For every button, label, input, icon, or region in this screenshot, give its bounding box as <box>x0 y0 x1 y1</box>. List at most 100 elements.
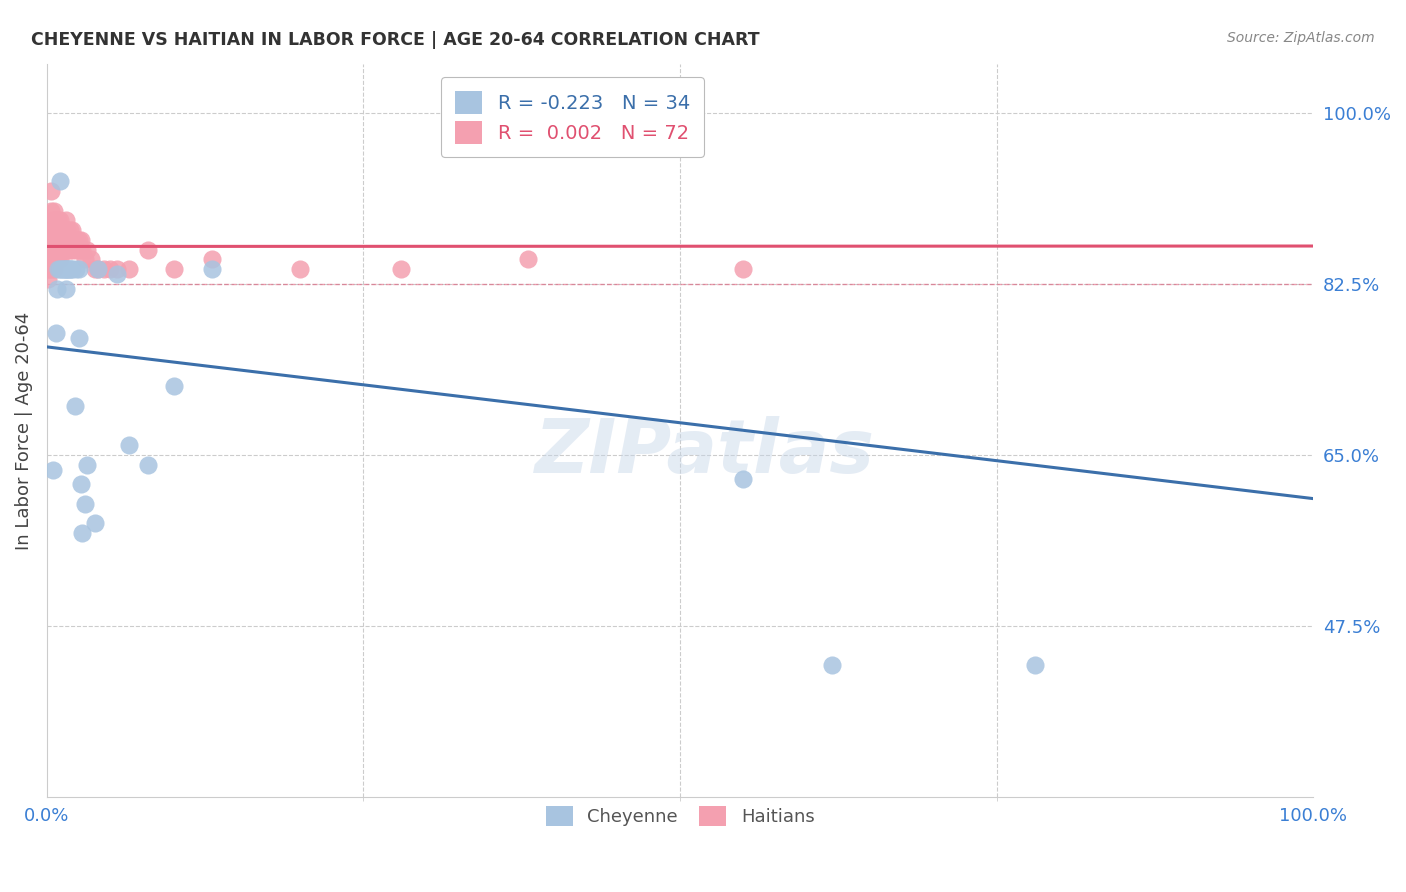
Point <box>46 252 69 267</box>
Point <box>136 458 159 472</box>
Point <box>56 262 79 277</box>
Point <box>60 243 83 257</box>
Point <box>76 243 98 257</box>
Point <box>288 262 311 277</box>
Point <box>53 262 76 277</box>
Point <box>41 243 63 257</box>
Point <box>46 213 69 227</box>
Point <box>65 262 87 277</box>
Point <box>48 262 70 277</box>
Point <box>200 252 222 267</box>
Point <box>46 262 69 277</box>
Point <box>72 526 94 541</box>
Legend: Cheyenne, Haitians: Cheyenne, Haitians <box>537 797 824 836</box>
Point <box>70 477 93 491</box>
Point <box>72 243 94 257</box>
Point <box>84 262 107 277</box>
Point <box>42 233 65 247</box>
Point <box>84 516 107 531</box>
Point <box>733 262 755 277</box>
Point <box>49 243 72 257</box>
Point <box>517 252 540 267</box>
Point <box>118 438 141 452</box>
Point <box>46 213 69 227</box>
Point <box>1024 657 1046 672</box>
Point <box>52 223 75 237</box>
Text: Source: ZipAtlas.com: Source: ZipAtlas.com <box>1227 31 1375 45</box>
Point <box>48 213 70 227</box>
Point <box>41 262 63 277</box>
Point <box>44 262 66 277</box>
Point <box>39 184 62 198</box>
Point <box>48 233 70 247</box>
Point <box>39 233 62 247</box>
Point <box>63 233 86 247</box>
Point <box>37 272 59 286</box>
Point <box>42 252 65 267</box>
Point <box>42 462 65 476</box>
Point <box>59 243 82 257</box>
Point <box>48 174 70 188</box>
Text: ZIPatlas: ZIPatlas <box>536 416 876 489</box>
Point <box>55 233 77 247</box>
Point <box>46 233 69 247</box>
Point <box>39 252 62 267</box>
Point <box>46 252 69 267</box>
Point <box>136 243 159 257</box>
Point <box>45 233 67 247</box>
Point <box>69 243 91 257</box>
Point <box>67 233 90 247</box>
Point <box>93 262 115 277</box>
Point <box>41 223 63 237</box>
Point <box>200 262 222 277</box>
Point <box>60 262 83 277</box>
Point <box>52 262 75 277</box>
Point <box>58 233 80 247</box>
Point <box>38 223 60 237</box>
Point <box>391 262 413 277</box>
Point <box>39 203 62 218</box>
Point <box>53 233 76 247</box>
Point <box>73 252 96 267</box>
Point <box>98 262 121 277</box>
Point <box>44 243 66 257</box>
Point <box>45 326 67 340</box>
Point <box>49 223 72 237</box>
Point <box>37 262 59 277</box>
Point <box>56 243 79 257</box>
Point <box>55 282 77 296</box>
Point <box>46 233 69 247</box>
Point <box>42 213 65 227</box>
Point <box>821 657 844 672</box>
Y-axis label: In Labor Force | Age 20-64: In Labor Force | Age 20-64 <box>15 311 32 549</box>
Point <box>66 233 89 247</box>
Point <box>67 330 90 344</box>
Point <box>44 223 66 237</box>
Point <box>67 262 90 277</box>
Point <box>48 252 70 267</box>
Point <box>105 267 128 281</box>
Point <box>86 262 108 277</box>
Point <box>51 243 73 257</box>
Point <box>59 233 82 247</box>
Point <box>162 262 184 277</box>
Point <box>45 213 67 227</box>
Point <box>55 213 77 227</box>
Point <box>51 262 73 277</box>
Point <box>60 223 83 237</box>
Point <box>65 243 87 257</box>
Point <box>70 233 93 247</box>
Point <box>52 243 75 257</box>
Point <box>38 243 60 257</box>
Point <box>44 203 66 218</box>
Point <box>59 262 82 277</box>
Point <box>162 379 184 393</box>
Point <box>55 262 77 277</box>
Point <box>76 458 98 472</box>
Point <box>73 497 96 511</box>
Point <box>45 252 67 267</box>
Point <box>63 399 86 413</box>
Text: CHEYENNE VS HAITIAN IN LABOR FORCE | AGE 20-64 CORRELATION CHART: CHEYENNE VS HAITIAN IN LABOR FORCE | AGE… <box>31 31 759 49</box>
Point <box>62 233 84 247</box>
Point <box>56 223 79 237</box>
